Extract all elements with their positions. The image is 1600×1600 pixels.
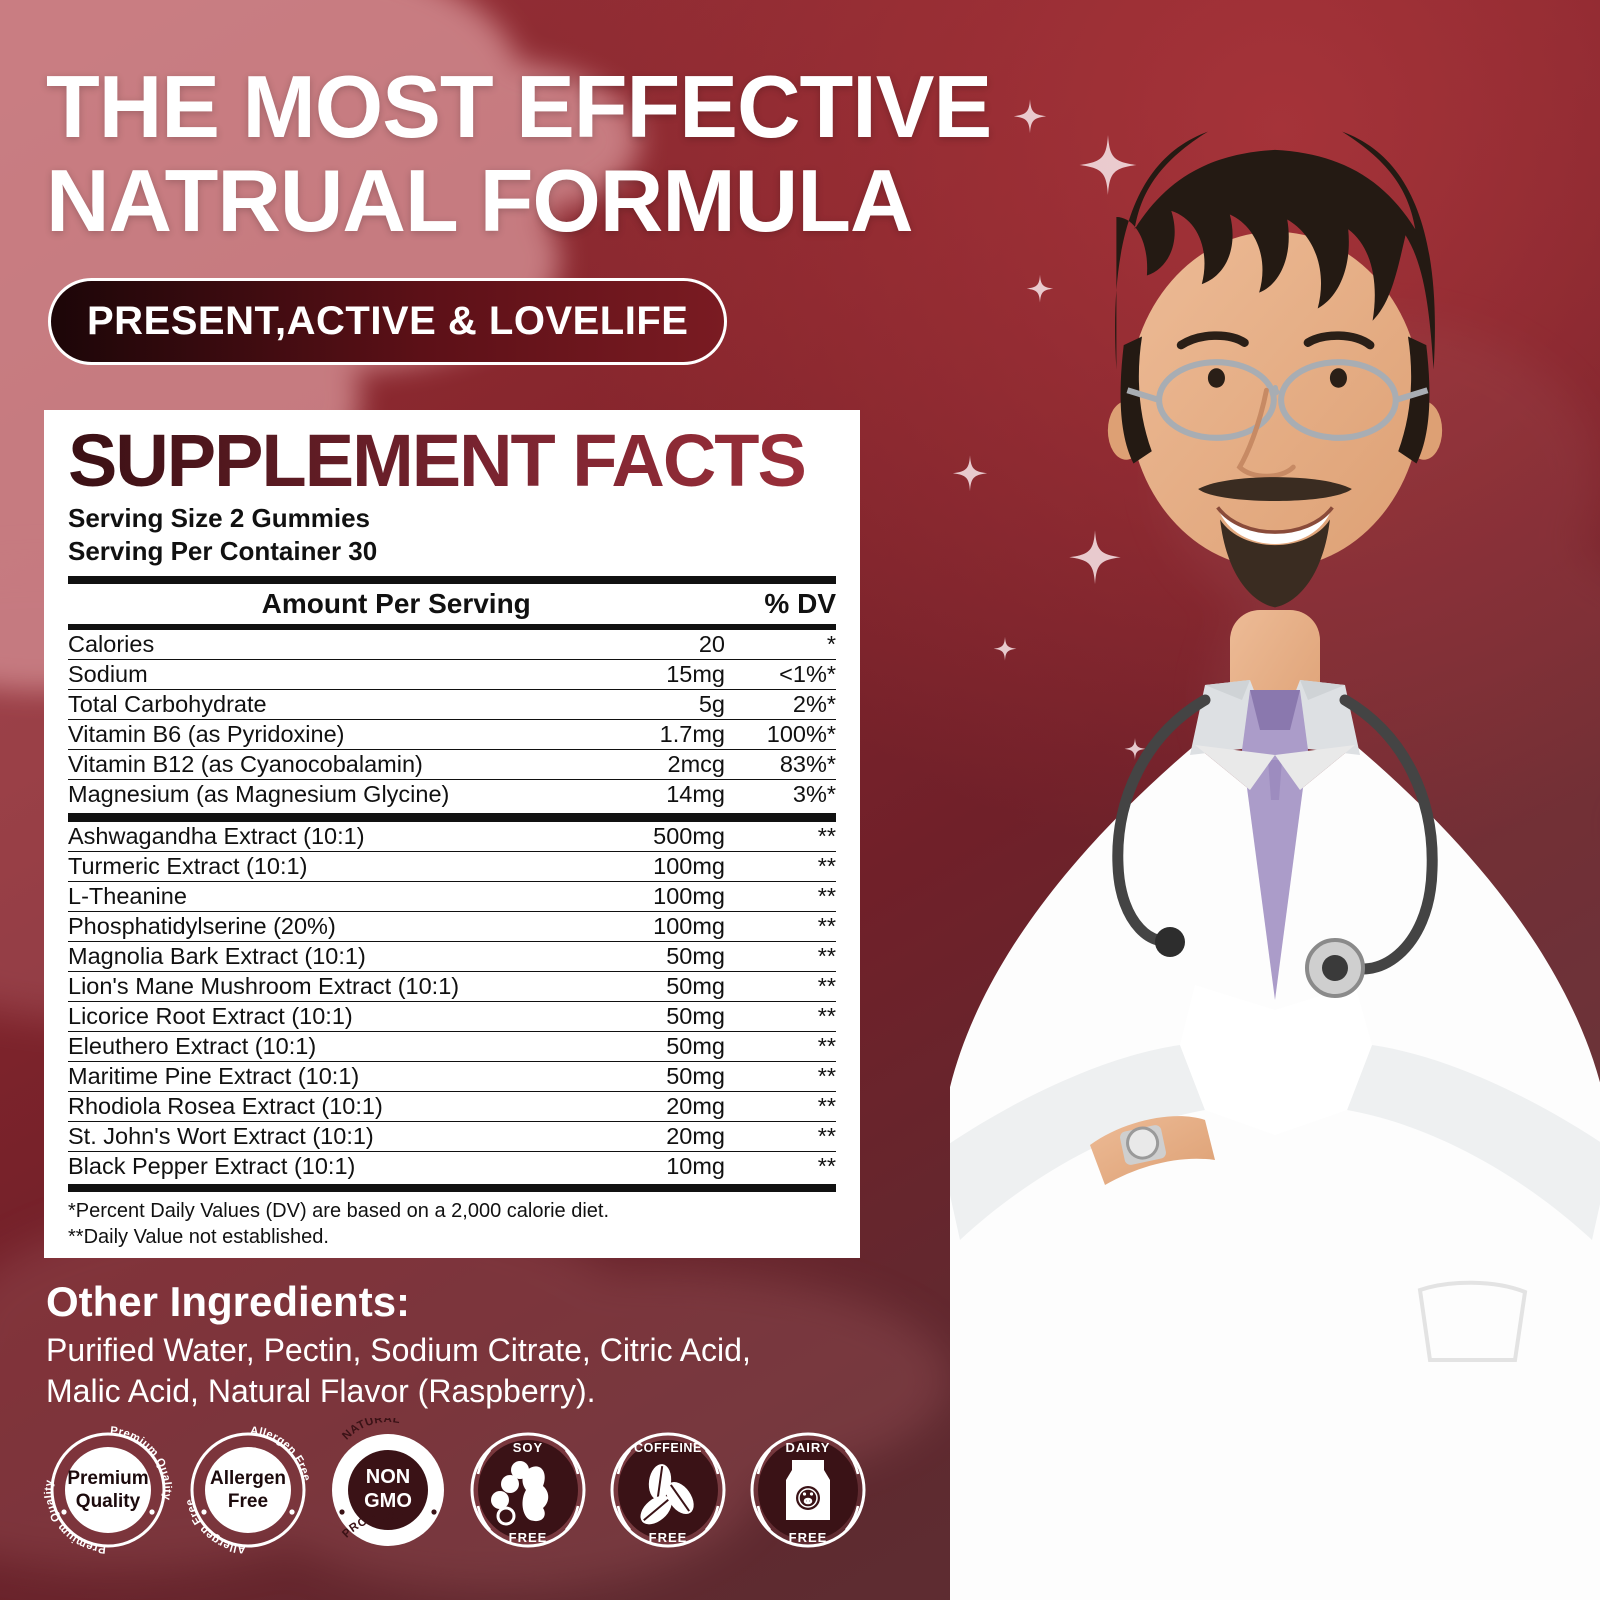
svg-text:FREE: FREE (649, 1530, 688, 1545)
svg-text:NON: NON (366, 1466, 410, 1488)
svg-text:Premium: Premium (67, 1468, 148, 1489)
svg-text:FREE: FREE (509, 1530, 548, 1545)
svg-text:Free: Free (228, 1491, 268, 1512)
svg-text:Quality: Quality (76, 1491, 141, 1512)
svg-text:SOY: SOY (513, 1440, 543, 1455)
svg-text:Allergen: Allergen (210, 1468, 286, 1489)
svg-text:FREE: FREE (789, 1530, 828, 1545)
svg-text:COFFEINE: COFFEINE (634, 1441, 702, 1455)
svg-text:DAIRY: DAIRY (786, 1440, 831, 1455)
svg-text:GMO: GMO (364, 1490, 412, 1512)
